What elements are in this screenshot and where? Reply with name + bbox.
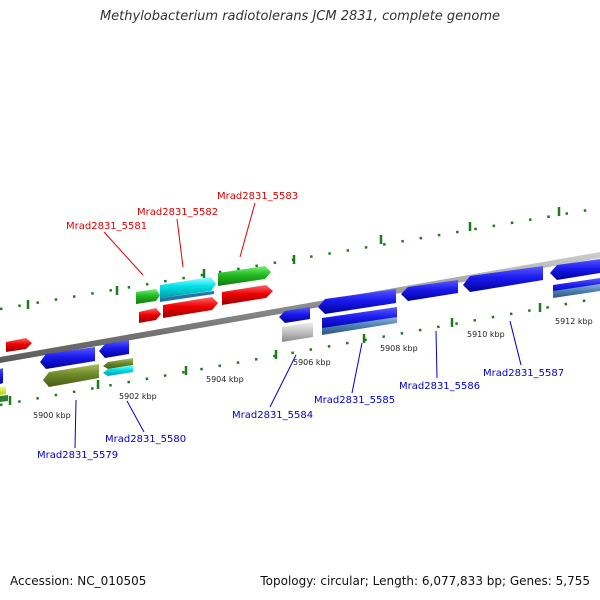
gene-5580-olive xyxy=(103,358,133,369)
gene-5583-green xyxy=(218,266,271,286)
gene-5587-blue xyxy=(463,266,543,292)
genome-backbone xyxy=(0,252,600,363)
gene-5580-blue xyxy=(99,340,129,358)
gene-label[interactable]: Mrad2831_5585 xyxy=(314,395,395,406)
gene-left-yellow-edge xyxy=(0,386,6,395)
gene-5583-red xyxy=(222,285,273,305)
gene-red-far-left xyxy=(6,338,32,352)
scale-label: 5904 kbp xyxy=(206,375,244,384)
gene-5582-cyan-band xyxy=(160,291,214,302)
gene-label[interactable]: Mrad2831_5587 xyxy=(483,368,564,379)
major-ticks xyxy=(8,207,561,405)
genome-title: Methylobacterium radiotolerans JCM 2831,… xyxy=(99,9,501,24)
gene-left-green-edge xyxy=(0,395,8,402)
gene-label[interactable]: Mrad2831_5580 xyxy=(105,434,186,445)
gene-5581-green xyxy=(136,289,160,304)
gene-5582-cyan xyxy=(160,277,216,298)
gene-left-blue-edge xyxy=(0,368,3,384)
forward-gene-labels: Mrad2831_5581 Mrad2831_5582 Mrad2831_558… xyxy=(66,191,298,232)
gene-5579-blue xyxy=(40,347,95,369)
scale-label: 5912 kbp xyxy=(555,317,593,326)
scale-label: 5900 kbp xyxy=(33,411,71,420)
reverse-leader-lines xyxy=(74,320,522,449)
gene-5585-steel xyxy=(322,317,397,335)
accession-text: Accession: NC_010505 xyxy=(10,574,147,588)
scale-labels: 5900 kbp 5902 kbp 5904 kbp 5906 kbp 5908… xyxy=(33,317,593,420)
gene-5585-blue xyxy=(318,289,396,314)
gene-5584-blue xyxy=(279,307,310,323)
scale-label: 5902 kbp xyxy=(119,392,157,401)
reverse-genes xyxy=(0,259,600,402)
gene-5585-blue-lower xyxy=(322,307,397,330)
gene-label[interactable]: Mrad2831_5579 xyxy=(37,450,118,461)
gene-right-steel xyxy=(553,284,600,298)
gene-5581-red xyxy=(139,308,161,323)
gene-label[interactable]: Mrad2831_5586 xyxy=(399,381,480,392)
gene-5584-gray xyxy=(282,322,313,342)
gene-label[interactable]: Mrad2831_5582 xyxy=(137,207,218,218)
gene-5586-blue xyxy=(401,280,458,301)
gene-label[interactable]: Mrad2831_5584 xyxy=(232,410,313,421)
gene-5582-red xyxy=(163,297,218,318)
gene-label[interactable]: Mrad2831_5581 xyxy=(66,221,147,232)
scale-label: 5906 kbp xyxy=(293,358,331,367)
genome-summary-text: Topology: circular; Length: 6,077,833 bp… xyxy=(260,574,590,588)
scale-label: 5910 kbp xyxy=(467,330,505,339)
gene-5579-olive xyxy=(43,364,99,387)
reverse-gene-labels: Mrad2831_5579 Mrad2831_5580 Mrad2831_558… xyxy=(37,368,564,461)
gene-label[interactable]: Mrad2831_5583 xyxy=(217,191,298,202)
scale-label: 5908 kbp xyxy=(380,344,418,353)
gene-5580-cyan xyxy=(103,365,133,376)
forward-genes xyxy=(6,266,273,352)
forward-leader-lines xyxy=(103,202,256,276)
gene-right-blue-upper xyxy=(550,259,600,280)
